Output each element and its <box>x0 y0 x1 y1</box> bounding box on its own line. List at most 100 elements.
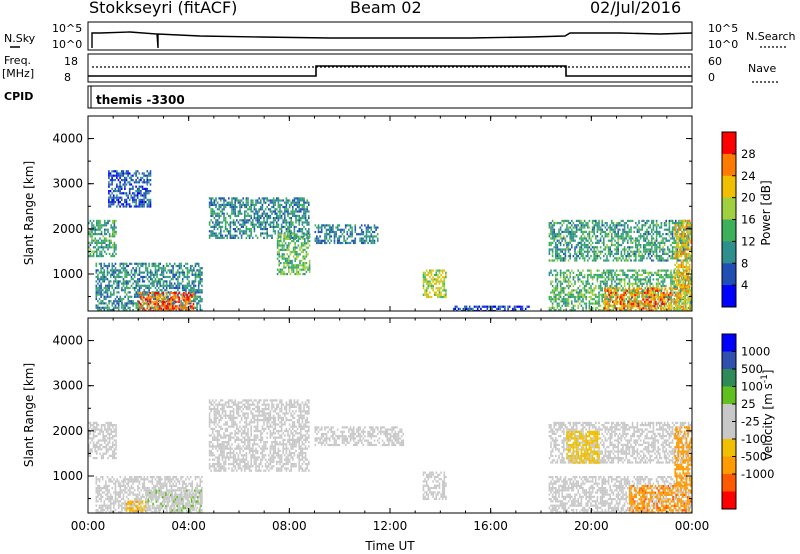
data-cell <box>186 296 188 299</box>
data-cell <box>338 228 341 231</box>
data-cell <box>569 280 571 283</box>
data-cell <box>327 239 329 242</box>
data-cell <box>563 230 565 233</box>
data-cell <box>252 199 254 202</box>
data-cell <box>260 199 262 202</box>
data-cell <box>98 271 101 274</box>
data-cell <box>563 280 565 283</box>
data-cell <box>569 276 571 279</box>
data-cell <box>559 248 562 251</box>
data-cell <box>148 201 150 204</box>
data-cell <box>103 280 106 283</box>
data-cell <box>619 222 621 225</box>
data-cell <box>196 297 198 301</box>
data-cell <box>212 221 214 224</box>
data-cell <box>647 244 650 247</box>
data-cell <box>639 304 642 307</box>
data-cell <box>308 270 311 273</box>
data-cell <box>99 222 101 225</box>
data-cell <box>343 235 345 238</box>
data-cell <box>639 235 642 238</box>
data-cell <box>224 219 227 222</box>
data-cell <box>643 248 645 251</box>
data-cell <box>294 259 296 262</box>
data-cell <box>627 219 629 222</box>
data-cell <box>125 194 128 197</box>
data-cell <box>297 240 300 243</box>
data-cell <box>117 284 120 287</box>
data-cell <box>169 286 171 290</box>
data-cell <box>301 230 304 233</box>
data-cell <box>119 297 122 301</box>
data-cell <box>601 271 603 274</box>
data-cell <box>553 246 555 249</box>
data-cell <box>583 235 586 238</box>
data-cell <box>218 212 220 215</box>
data-cell <box>667 239 669 242</box>
data-cell <box>119 176 121 179</box>
data-cell <box>601 298 603 301</box>
data-cell <box>580 271 583 274</box>
data-cell <box>671 233 674 236</box>
data-cell <box>330 230 333 234</box>
data-cell <box>603 309 605 311</box>
data-cell <box>655 282 658 285</box>
data-cell <box>582 230 584 233</box>
data-cell <box>151 305 153 308</box>
data-cell <box>283 255 285 258</box>
data-cell <box>663 273 666 277</box>
data-cell <box>681 219 683 222</box>
data-cell <box>112 194 115 197</box>
data-cell <box>253 212 256 215</box>
data-cell <box>655 252 658 255</box>
data-cell <box>293 203 296 206</box>
data-cell <box>260 214 262 217</box>
data-cell <box>218 232 220 235</box>
data-cell <box>572 222 575 225</box>
data-cell <box>146 192 149 195</box>
data-cell <box>287 228 289 231</box>
data-cell <box>556 293 559 296</box>
data-cell <box>655 273 658 277</box>
data-cell <box>668 255 671 258</box>
data-cell <box>640 300 643 303</box>
data-cell <box>636 273 639 277</box>
data-cell <box>349 233 352 236</box>
data-cell <box>320 228 323 231</box>
data-cell <box>304 208 307 211</box>
data-cell <box>566 280 568 283</box>
data-cell <box>631 237 634 240</box>
data-cell <box>124 275 126 279</box>
data-cell <box>603 269 605 272</box>
data-cell <box>317 241 320 245</box>
data-cell <box>596 306 599 310</box>
data-cell <box>139 307 142 310</box>
data-cell <box>135 286 138 290</box>
data-cell <box>98 286 101 290</box>
data-cell <box>430 273 433 277</box>
data-cell <box>564 259 567 262</box>
data-cell <box>155 309 158 311</box>
data-cell <box>662 241 664 244</box>
data-cell <box>555 250 557 253</box>
data-cell <box>571 237 573 240</box>
data-cell <box>279 217 281 220</box>
data-cell <box>113 280 115 283</box>
data-cell <box>647 304 650 307</box>
data-cell <box>159 262 162 265</box>
data-cell <box>125 282 128 285</box>
data-cell <box>656 296 659 299</box>
data-cell <box>244 214 246 217</box>
data-cell <box>563 222 565 225</box>
data-cell <box>165 282 168 285</box>
data-cell <box>609 250 611 253</box>
data-cell <box>670 273 672 277</box>
data-cell <box>247 214 249 217</box>
data-cell <box>133 181 136 184</box>
data-cell <box>196 273 198 276</box>
data-cell <box>588 287 591 290</box>
data-cell <box>111 192 113 195</box>
data-cell <box>255 219 257 222</box>
data-cell <box>194 291 197 294</box>
data-cell <box>483 305 485 308</box>
